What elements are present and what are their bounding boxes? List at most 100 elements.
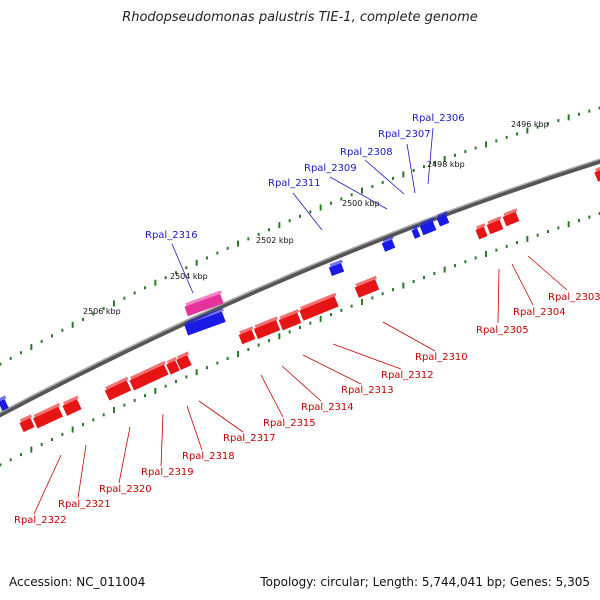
- outer-tick: [71, 321, 74, 328]
- leader-line: [364, 159, 405, 195]
- gene-rpal-2312-top: [300, 292, 337, 310]
- gene-rpal-2317-top: [176, 351, 189, 360]
- inner-tick: [268, 339, 270, 343]
- inner-tick: [237, 351, 239, 357]
- gene-rpal-2322b: [19, 414, 35, 433]
- outer-tick: [247, 237, 250, 241]
- outer-tick: [598, 106, 600, 110]
- outer-tick: [30, 344, 33, 351]
- gene-rev-edge: [594, 166, 600, 182]
- gene-rpal-2316-top: [185, 307, 224, 325]
- gene-rpal-2306: [436, 210, 450, 227]
- gene-rpal-2310: [354, 275, 380, 298]
- outer-tick: [381, 180, 384, 184]
- leader-line: [406, 143, 416, 194]
- inner-tick: [51, 438, 53, 441]
- leader-line: [382, 321, 436, 352]
- inner-tick: [464, 260, 467, 264]
- gene-label-rpal-2311: Rpal_2311: [268, 178, 321, 189]
- gene-label-rpal-2321: Rpal_2321: [58, 499, 111, 510]
- gene-rpal-2314-top: [254, 316, 278, 329]
- inner-tick: [495, 248, 498, 252]
- gene-rpal-2311-body: [328, 263, 345, 276]
- leader-line: [186, 405, 203, 451]
- gene-rpal-2308-top: [412, 224, 419, 230]
- gene-rpal-2317: [176, 351, 192, 371]
- genome-title: Rhodopseudomonas palustris TIE-1, comple…: [122, 10, 478, 25]
- gene-rpal-2309-body: [381, 239, 396, 252]
- inner-tick: [92, 418, 95, 422]
- inner-tick: [516, 241, 518, 245]
- gene-rpal-2312: [299, 292, 339, 321]
- gene-label-rpal-2307: Rpal_2307: [378, 129, 431, 140]
- inner-tick: [536, 233, 539, 237]
- inner-tick: [154, 387, 157, 394]
- outer-tick: [185, 266, 188, 270]
- inner-tick: [330, 313, 332, 317]
- gene-label-rpal-2318: Rpal_2318: [182, 451, 235, 462]
- inner-tick: [433, 272, 436, 276]
- inner-tick: [474, 256, 477, 260]
- outer-tick: [495, 139, 498, 143]
- outer-tick: [82, 317, 84, 321]
- gene-rpal-2321: [62, 395, 82, 416]
- gene-rpal-2318-body: [166, 360, 180, 375]
- outer-tick: [51, 334, 53, 338]
- leader-line: [118, 426, 131, 484]
- inner-tick: [216, 361, 219, 365]
- outer-tick: [216, 251, 219, 255]
- gene-rpal-2316-highlight-top: [185, 290, 223, 307]
- gene-rpal-2308: [411, 224, 421, 239]
- inner-tick: [485, 251, 487, 257]
- inner-tick: [423, 276, 425, 279]
- gene-rpal-2303: [502, 208, 520, 227]
- gene-rpal-2316-highlight: [184, 290, 224, 317]
- outer-tick: [412, 169, 415, 173]
- inner-tick: [195, 369, 198, 376]
- inner-tick: [371, 296, 374, 300]
- gene-rpal-2315-top: [239, 326, 254, 335]
- outer-tick: [195, 259, 198, 266]
- inner-tick: [61, 433, 64, 437]
- outer-tick: [536, 125, 539, 129]
- gene-rpal-2315-body: [238, 329, 256, 345]
- inner-tick: [505, 244, 508, 248]
- inner-tick: [567, 221, 570, 228]
- inner-tick: [309, 321, 312, 325]
- gene-label-rpal-2306: Rpal_2306: [412, 113, 465, 124]
- gene-rpal-2310-top: [355, 275, 377, 287]
- inner-tick: [340, 308, 343, 312]
- gene-rpal-2309-top: [382, 235, 394, 243]
- inner-tick: [0, 463, 2, 467]
- leader-line: [427, 127, 434, 185]
- leader-line: [292, 192, 323, 231]
- inner-tick: [123, 403, 126, 407]
- gene-label-rpal-2314: Rpal_2314: [301, 402, 354, 413]
- genome-backbone: [0, 158, 600, 418]
- gene-label-rpal-2305: Rpal_2305: [476, 325, 529, 336]
- inner-tick: [20, 453, 22, 457]
- outer-tick: [133, 291, 136, 295]
- gene-fwd-edge: [0, 395, 9, 412]
- inner-tick: [71, 426, 74, 433]
- leader-line: [198, 400, 244, 433]
- inner-tick: [392, 288, 394, 292]
- inner-tick: [350, 304, 353, 308]
- inner-tick: [588, 215, 591, 219]
- gene-rpal-2316: [184, 307, 226, 336]
- gene-rpal-2320: [104, 376, 132, 401]
- kbp-label: 2496 kbp: [511, 120, 549, 129]
- label-leader-lines: [33, 127, 568, 515]
- gene-rpal-2304-body: [486, 219, 504, 235]
- gene-rpal-2320-top: [105, 376, 129, 390]
- inner-tick: [443, 266, 446, 273]
- gene-label-rpal-2308: Rpal_2308: [340, 147, 393, 158]
- outer-tick: [278, 222, 281, 229]
- gene-features: [0, 166, 600, 433]
- kbp-label: 2502 kbp: [256, 236, 294, 245]
- outer-tick: [340, 197, 343, 201]
- gene-rpal-2313-top: [279, 309, 300, 320]
- gene-label-rpal-2315: Rpal_2315: [263, 418, 316, 429]
- outer-tick: [299, 214, 301, 218]
- gene-rpal-2305-body: [475, 226, 488, 240]
